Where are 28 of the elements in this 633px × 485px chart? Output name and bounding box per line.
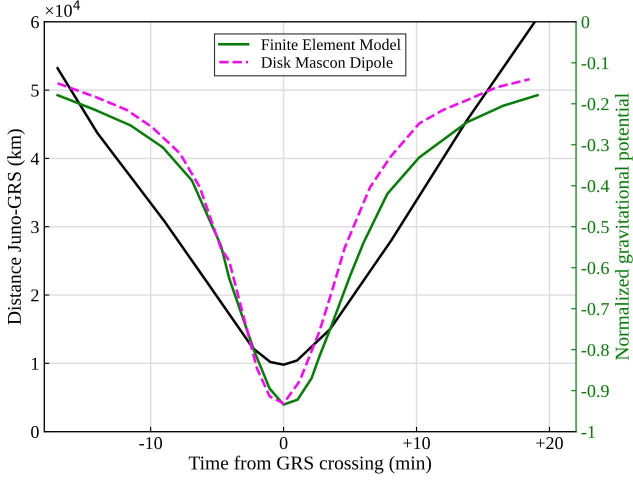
x-tick-label: +10 — [403, 437, 430, 450]
legend-label: Finite Element Model — [261, 38, 401, 50]
y-axis-title: Distance Juno-GRS (km) — [7, 129, 25, 324]
y-tick-label: 2 — [31, 289, 38, 302]
y2-tick-label: -0.4 — [582, 180, 610, 192]
y2-tick-label: -0.3 — [582, 139, 609, 152]
y2-tick-label: -0.6 — [582, 262, 609, 274]
y2-tick-label: -0.1 — [582, 57, 608, 70]
x-tick-label: 0 — [280, 437, 288, 450]
text: ×10$^{4}$ — [46, 0, 80, 17]
y2-tick-label: -0.2 — [582, 98, 608, 110]
legend-label: Disk Mascon Dipole — [261, 56, 392, 72]
y-tick-label: 3 — [31, 221, 39, 234]
y2-tick-label: -0.9 — [582, 384, 609, 398]
y2-axis-title: Normalized gravitational potential — [615, 93, 633, 360]
x-tick-label: -10 — [139, 437, 162, 450]
y2-tick-label: 0 — [582, 16, 590, 28]
y-tick-label: 0 — [31, 426, 39, 438]
y-tick-label: 1 — [32, 358, 38, 370]
y-tick-label: 5 — [31, 84, 39, 97]
y-tick-label: 4 — [30, 152, 40, 165]
y2-tick-label: -1 — [582, 426, 595, 438]
x-tick-label: +20 — [536, 437, 563, 450]
y-tick-label: 6 — [31, 16, 39, 28]
x-axis-title: Time from GRS crossing (min) — [188, 456, 432, 474]
y2-tick-label: -0.5 — [582, 220, 609, 234]
y2-tick-label: -0.8 — [582, 344, 609, 356]
y2-tick-label: -0.7 — [582, 302, 609, 316]
